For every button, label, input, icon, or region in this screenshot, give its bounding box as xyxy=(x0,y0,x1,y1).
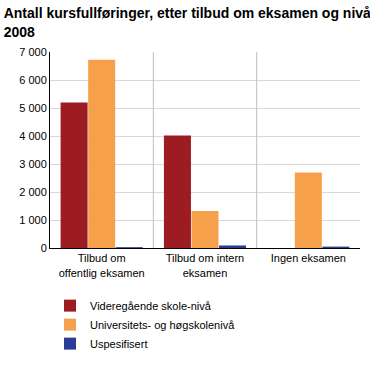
svg-text:Antall kursfullføringer, etter: Antall kursfullføringer, etter tilbud om… xyxy=(4,5,370,39)
svg-text:0: 0 xyxy=(41,242,47,254)
svg-text:7 000: 7 000 xyxy=(19,46,47,58)
svg-text:2 000: 2 000 xyxy=(19,186,47,198)
svg-text:6 000: 6 000 xyxy=(19,74,47,86)
svg-text:1 000: 1 000 xyxy=(19,214,47,226)
svg-text:5 000: 5 000 xyxy=(19,102,47,114)
svg-text:Ingen eksamen: Ingen eksamen xyxy=(271,252,346,264)
svg-text:Tilbud omoffentlig eksamen: Tilbud omoffentlig eksamen xyxy=(59,252,145,278)
svg-text:Universitets- og høgskolenivå: Universitets- og høgskolenivå xyxy=(90,319,235,331)
svg-text:3 000: 3 000 xyxy=(19,158,47,170)
svg-text:Videregående skole-nivå: Videregående skole-nivå xyxy=(90,300,212,312)
svg-text:Tilbud om interneksamen: Tilbud om interneksamen xyxy=(166,252,244,278)
svg-text:4 000: 4 000 xyxy=(19,130,47,142)
svg-text:Uspesifisert: Uspesifisert xyxy=(90,338,147,350)
